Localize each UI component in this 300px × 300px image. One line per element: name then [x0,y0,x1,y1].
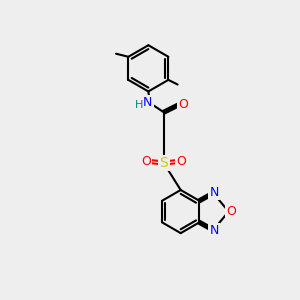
Text: N: N [209,224,219,237]
Text: N: N [209,186,219,199]
Text: O: O [226,205,236,218]
Text: O: O [141,155,151,168]
Text: H: H [135,100,143,110]
Text: O: O [176,155,186,168]
Text: N: N [143,97,152,110]
Text: S: S [159,156,168,170]
Text: O: O [178,98,188,111]
